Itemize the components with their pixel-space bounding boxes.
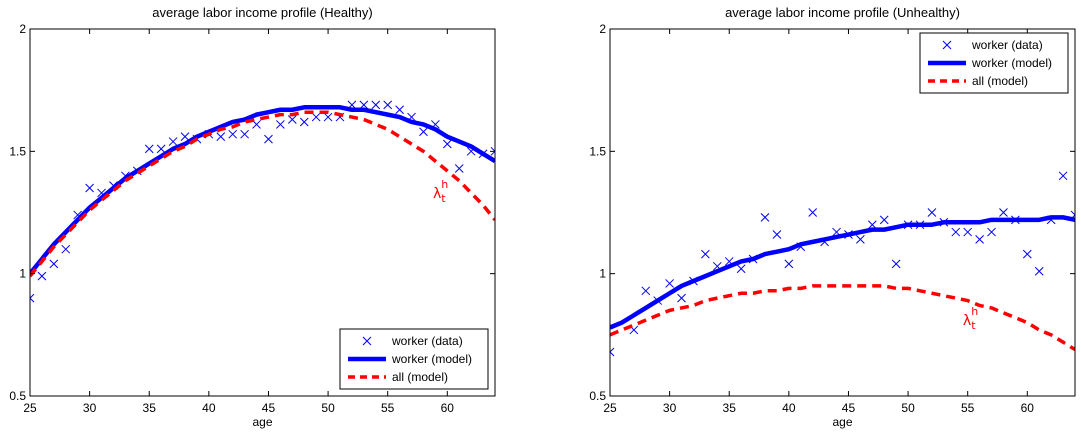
data-point-marker xyxy=(371,100,381,110)
x-tick-label: 45 xyxy=(262,401,276,415)
series-worker-model-line xyxy=(610,215,1075,330)
y-tick-label: 1.5 xyxy=(589,144,606,158)
data-point-marker xyxy=(701,249,710,259)
data-point-marker xyxy=(216,132,226,142)
data-point-marker xyxy=(1034,266,1044,276)
data-point-marker xyxy=(383,100,393,110)
data-point-marker xyxy=(772,230,782,239)
x-tick-label: 35 xyxy=(723,401,737,415)
data-point-marker xyxy=(975,235,984,244)
y-tick-label: 1.5 xyxy=(9,144,26,158)
data-point-marker xyxy=(641,286,651,296)
lambda-annotation: λh t xyxy=(963,305,978,332)
data-point-marker xyxy=(299,117,309,127)
y-tick-label: 2 xyxy=(19,22,26,36)
y-tick-label: 0.5 xyxy=(589,389,606,403)
data-point-marker xyxy=(287,115,297,124)
data-point-marker xyxy=(760,213,770,222)
data-point-marker xyxy=(808,208,818,217)
y-tick-label: 2 xyxy=(599,22,606,36)
x-tick-label: 30 xyxy=(83,401,97,415)
data-point-marker xyxy=(963,227,973,237)
x-tick-label: 60 xyxy=(1021,401,1035,415)
legend-label: worker (model) xyxy=(391,352,472,366)
legend-label: worker (data) xyxy=(391,334,463,348)
legend-label: worker (data) xyxy=(971,38,1043,52)
chart-title: average labor income profile (Unhealthy) xyxy=(725,5,960,20)
x-tick-label: 40 xyxy=(782,401,796,415)
data-point-marker xyxy=(951,227,961,237)
legend: worker (data) worker (model) all (model) xyxy=(919,32,1069,94)
data-point-marker xyxy=(987,227,996,237)
data-point-marker xyxy=(442,139,452,149)
series-all-model-line xyxy=(30,110,495,278)
data-point-marker xyxy=(61,244,71,254)
x-tick-label: 50 xyxy=(901,401,915,415)
data-point-marker xyxy=(395,105,404,115)
x-tick-label: 40 xyxy=(202,401,216,415)
lambda-annotation: λh t xyxy=(433,178,448,205)
legend-swatch xyxy=(362,336,372,346)
data-point-marker xyxy=(879,215,889,225)
x-tick-label: 50 xyxy=(321,401,335,415)
data-point-marker xyxy=(1058,171,1068,181)
data-point-marker xyxy=(144,144,154,154)
data-point-marker xyxy=(856,235,865,244)
panel-unhealthy: average labor income profile (Unhealthy)… xyxy=(589,5,1076,429)
legend-label: all (model) xyxy=(392,370,448,384)
data-point-marker xyxy=(85,183,94,193)
x-tick-label: 25 xyxy=(603,401,617,415)
series-all-model-line xyxy=(610,284,1075,352)
data-point-marker xyxy=(610,347,615,357)
data-point-marker xyxy=(276,120,285,129)
y-tick-label: 1 xyxy=(599,267,606,281)
data-point-marker xyxy=(999,208,1008,217)
x-tick-label: 45 xyxy=(842,401,856,415)
x-tick-label: 55 xyxy=(961,401,975,415)
data-point-marker xyxy=(677,293,686,303)
data-point-marker xyxy=(264,134,273,144)
axes-frame xyxy=(609,28,1076,397)
data-point-marker xyxy=(323,112,333,122)
data-point-marker xyxy=(156,144,166,154)
chart-title: average labor income profile (Healthy) xyxy=(152,5,372,20)
x-axis-label: age xyxy=(832,415,852,429)
data-point-marker xyxy=(49,259,59,269)
x-tick-label: 25 xyxy=(23,401,37,415)
data-point-marker xyxy=(228,129,238,139)
legend-label: worker (model) xyxy=(971,56,1052,70)
y-tick-label: 0.5 xyxy=(9,389,26,403)
plot-area xyxy=(610,171,1075,357)
data-point-marker xyxy=(454,164,464,173)
data-point-marker xyxy=(490,146,495,156)
series-worker-data xyxy=(610,171,1075,357)
series-worker-model-line xyxy=(30,105,495,276)
data-point-marker xyxy=(240,129,249,139)
x-tick-label: 55 xyxy=(381,401,395,415)
data-point-marker xyxy=(891,259,901,269)
x-tick-label: 35 xyxy=(143,401,157,415)
plot-area xyxy=(30,100,495,303)
data-point-marker xyxy=(784,259,794,269)
data-point-marker xyxy=(311,112,321,122)
data-point-marker xyxy=(419,127,428,137)
x-tick-label: 30 xyxy=(663,401,677,415)
data-point-marker xyxy=(37,271,47,281)
x-axis-label: age xyxy=(252,415,272,429)
axes-frame xyxy=(29,28,496,397)
panel-healthy: average labor income profile (Healthy) a… xyxy=(9,5,496,429)
data-point-marker xyxy=(180,132,190,142)
data-point-marker xyxy=(736,264,746,274)
legend-swatch xyxy=(942,40,952,50)
legend: worker (data) worker (model) all (model) xyxy=(339,328,489,390)
data-point-marker xyxy=(30,293,35,303)
data-point-marker xyxy=(665,279,674,288)
y-tick-label: 1 xyxy=(19,267,26,281)
data-point-marker xyxy=(168,137,178,146)
x-tick-label: 60 xyxy=(441,401,455,415)
legend-label: all (model) xyxy=(972,74,1028,88)
data-point-marker xyxy=(927,208,937,217)
data-point-marker xyxy=(1022,249,1032,259)
